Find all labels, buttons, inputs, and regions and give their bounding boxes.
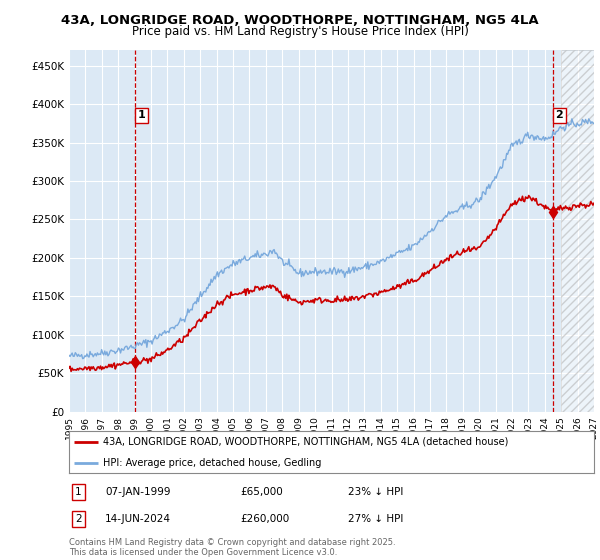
- Text: 07-JAN-1999: 07-JAN-1999: [105, 487, 170, 497]
- Text: 1: 1: [137, 110, 145, 120]
- Bar: [561, 50, 594, 412]
- Text: 43A, LONGRIDGE ROAD, WOODTHORPE, NOTTINGHAM, NG5 4LA: 43A, LONGRIDGE ROAD, WOODTHORPE, NOTTING…: [61, 14, 539, 27]
- Text: £260,000: £260,000: [240, 514, 289, 524]
- Text: This data is licensed under the Open Government Licence v3.0.: This data is licensed under the Open Gov…: [69, 548, 337, 557]
- Text: 14-JUN-2024: 14-JUN-2024: [105, 514, 171, 524]
- Text: 43A, LONGRIDGE ROAD, WOODTHORPE, NOTTINGHAM, NG5 4LA (detached house): 43A, LONGRIDGE ROAD, WOODTHORPE, NOTTING…: [103, 437, 509, 447]
- Text: 1: 1: [75, 487, 82, 497]
- Text: HPI: Average price, detached house, Gedling: HPI: Average price, detached house, Gedl…: [103, 458, 322, 468]
- Text: £65,000: £65,000: [240, 487, 283, 497]
- Text: 2: 2: [556, 110, 563, 120]
- Text: Contains HM Land Registry data © Crown copyright and database right 2025.: Contains HM Land Registry data © Crown c…: [69, 538, 395, 547]
- Text: Price paid vs. HM Land Registry's House Price Index (HPI): Price paid vs. HM Land Registry's House …: [131, 25, 469, 38]
- Text: 23% ↓ HPI: 23% ↓ HPI: [348, 487, 403, 497]
- Text: 2: 2: [75, 514, 82, 524]
- Text: 27% ↓ HPI: 27% ↓ HPI: [348, 514, 403, 524]
